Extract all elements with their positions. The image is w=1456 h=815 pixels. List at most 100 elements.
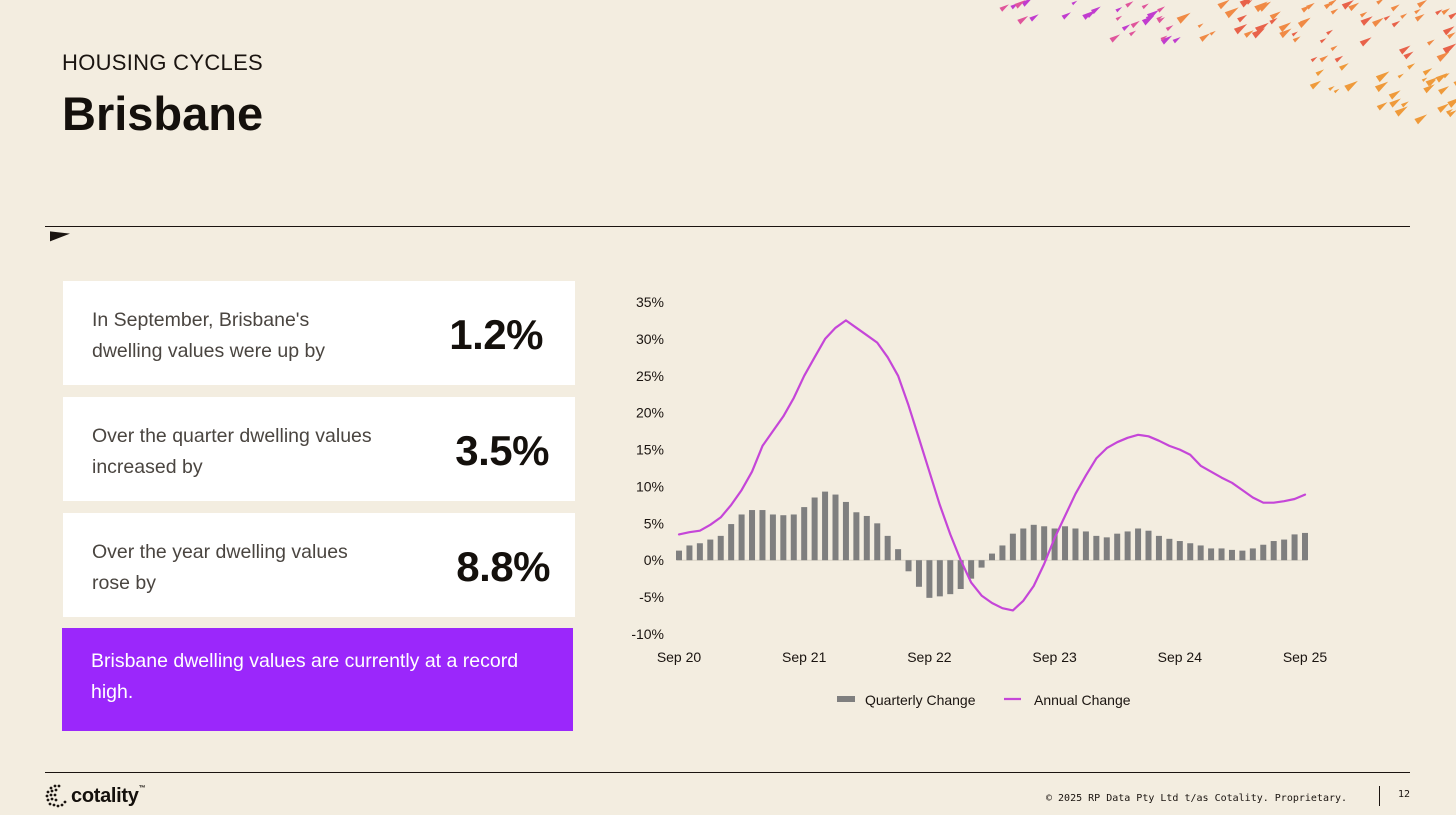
quarterly-bar (1072, 528, 1079, 561)
decorative-triangle (1165, 25, 1174, 32)
y-tick-label: 10% (636, 478, 664, 494)
quarterly-bar (707, 539, 714, 561)
y-tick-label: 15% (636, 442, 664, 458)
quarterly-bar (1281, 539, 1288, 561)
y-tick-label: 25% (636, 368, 664, 384)
quarterly-bar (728, 524, 735, 561)
decorative-triangle (1442, 26, 1455, 36)
y-tick-label: 5% (644, 515, 664, 531)
decorative-triangle (1414, 8, 1421, 15)
quarterly-bar (1249, 548, 1256, 561)
stat-card-text: Over the year dwelling values rose by (92, 541, 348, 594)
legend-label-annual: Annual Change (1034, 692, 1131, 708)
x-tick-label: Sep 25 (1283, 649, 1328, 665)
decorative-triangle (1348, 2, 1360, 12)
logo-wordmark: cotality™ (71, 784, 146, 807)
top-divider (45, 226, 1410, 227)
quarterly-bar (790, 514, 797, 561)
quarterly-bar (1020, 528, 1027, 561)
stat-card-annual: Over the year dwelling values rose by 8.… (63, 513, 575, 617)
decorative-triangle (1115, 7, 1123, 13)
decorative-triangle (1319, 55, 1329, 63)
decorative-triangle (1422, 68, 1433, 76)
stat-card-value: 1.2% (449, 311, 543, 358)
decorative-triangle (1121, 24, 1131, 31)
quarterly-bar (1218, 548, 1225, 561)
decorative-triangle (1217, 0, 1230, 10)
quarterly-bar (1041, 526, 1048, 561)
decorative-triangle (1330, 8, 1339, 15)
quarterly-bar (822, 491, 829, 561)
y-tick-label: 30% (636, 331, 664, 347)
quarterly-bar (811, 497, 818, 561)
decorative-triangle (1278, 22, 1292, 33)
annual-change-line (677, 319, 1307, 612)
decorative-triangle (1090, 6, 1101, 15)
decorative-triangle (1338, 63, 1349, 71)
decorative-triangle (1315, 69, 1325, 77)
quarterly-bar (842, 501, 849, 561)
decorative-triangle (1156, 15, 1163, 21)
decorative-triangle (999, 4, 1009, 12)
quarterly-bar (874, 523, 881, 561)
decorative-triangle (1416, 0, 1427, 8)
decorative-triangle (1330, 45, 1338, 52)
quarterly-bar (1051, 528, 1058, 561)
decorative-triangle (1376, 102, 1388, 111)
decorative-triangle (1071, 0, 1078, 6)
quarterly-bar (1260, 544, 1267, 561)
quarterly-bar (936, 560, 943, 597)
decorative-triangle (1426, 39, 1435, 46)
quarterly-bar (957, 560, 964, 589)
stat-card-monthly: In September, Brisbane's dwelling values… (63, 281, 575, 385)
quarterly-bar (676, 550, 682, 561)
decorative-triangle (1436, 51, 1450, 62)
decorative-triangle (1447, 32, 1456, 39)
decorative-triangle (1310, 56, 1318, 63)
x-tick-label: Sep 20 (657, 649, 702, 665)
quarterly-bar (1009, 533, 1016, 561)
decorative-triangle (1423, 84, 1435, 94)
quarterly-bar (1302, 532, 1308, 561)
quarterly-bar (1114, 533, 1121, 561)
decorative-triangle (1141, 3, 1149, 10)
y-tick-label: 20% (636, 405, 664, 421)
decorative-triangle (1309, 80, 1322, 90)
quarterly-bar (1291, 534, 1298, 561)
bottom-divider (45, 772, 1410, 773)
decorative-triangle (1246, 0, 1253, 5)
quarterly-bar (1124, 531, 1131, 561)
highlight-banner: Brisbane dwelling values are currently a… (62, 628, 573, 731)
decorative-triangle (1400, 101, 1409, 108)
decorative-triangle (1341, 0, 1354, 10)
decorative-triangle (1109, 34, 1121, 43)
quarterly-bar (801, 507, 808, 561)
x-tick-label: Sep 24 (1158, 649, 1203, 665)
quarterly-bar (1082, 531, 1089, 561)
decorative-triangle (1125, 1, 1134, 8)
quarterly-bar (717, 535, 724, 561)
decorative-triangle (1391, 20, 1401, 28)
quarterly-bar (968, 560, 975, 579)
decorative-triangle (1425, 77, 1438, 87)
decorative-triangle (1319, 38, 1327, 44)
decorative-triangle (1328, 85, 1335, 92)
decorative-triangle (1269, 17, 1278, 25)
decorative-triangle (1209, 30, 1216, 36)
decorative-triangle (1414, 114, 1428, 125)
decorative-triangle (1323, 1, 1334, 10)
x-tick-label: Sep 21 (782, 649, 827, 665)
decorative-triangle (1375, 71, 1390, 83)
dwelling-values-chart: 35% 30% 25% 20% 15% 10% 5% 0% -5% -10% Sep 20 Sep 2… (631, 294, 1328, 708)
decorative-triangle (1414, 13, 1425, 22)
decorative-triangle (1442, 73, 1450, 79)
decorative-triangle (1199, 33, 1211, 42)
decorative-triangle (1251, 28, 1265, 39)
stat-card-value: 3.5% (455, 427, 549, 474)
decorative-triangle (1438, 86, 1450, 95)
decorative-triangle (1326, 29, 1334, 36)
decorative-triangle (1334, 55, 1344, 63)
quarterly-bar (863, 515, 870, 561)
quarterly-bar (769, 514, 776, 561)
decorative-triangles-icon (999, 0, 1456, 125)
